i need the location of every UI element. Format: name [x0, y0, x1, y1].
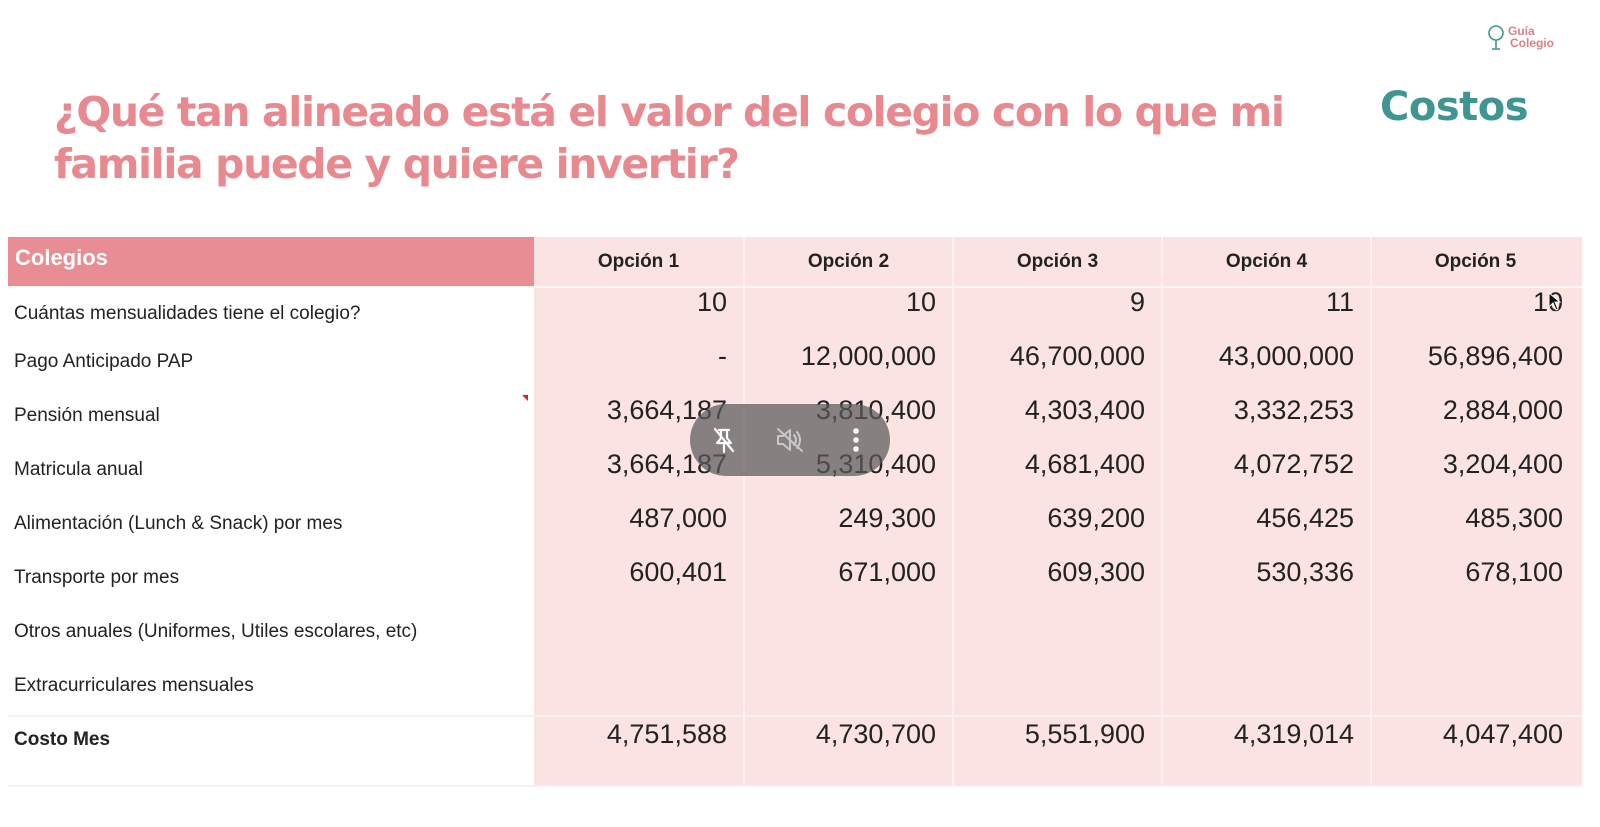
cell-value: 43,000,000 [1218, 341, 1354, 371]
option-column: Opción 5 10 56,896,400 2,884,000 3,204,4… [1370, 237, 1579, 787]
more-vertical-icon[interactable] [838, 422, 874, 458]
label-column: Colegios Cuántas mensualidades tiene el … [8, 237, 534, 787]
total-divider [8, 715, 1582, 717]
cell-value: - [718, 341, 727, 371]
total-label: Costo Mes [14, 729, 111, 750]
option-header: Opción 5 [1434, 251, 1517, 272]
row-label: Transporte por mes [14, 567, 180, 588]
total-value: 5,551,900 [1024, 719, 1145, 749]
row-label: Matricula anual [14, 459, 143, 480]
more-vertical-icon-glyph [853, 428, 859, 452]
option-column: Opción 4 11 43,000,000 3,332,253 4,072,7… [1161, 237, 1370, 787]
cell-value: 609,300 [1047, 557, 1145, 587]
cell-value: 456,425 [1256, 503, 1354, 533]
cell-value: 12,000,000 [800, 341, 936, 371]
logo-line-2: Colegio [1510, 36, 1554, 50]
cell-value: 3,332,253 [1233, 395, 1354, 425]
cell-value: 678,100 [1465, 557, 1563, 587]
pin-off-icon-glyph [713, 427, 735, 454]
logo-text: Guía Colegio [1508, 25, 1554, 49]
cell-value: 249,300 [838, 503, 936, 533]
page-title: ¿Qué tan alineado está el valor del cole… [54, 88, 1285, 188]
row-label: Extracurriculares mensuales [14, 675, 254, 696]
option-header: Opción 1 [597, 251, 680, 272]
cell-value: 4,072,752 [1233, 449, 1354, 479]
cell-value: 9 [1129, 287, 1145, 317]
row-label: Pensión mensual [14, 405, 160, 426]
cell-value: 10 [905, 287, 936, 317]
option-header: Opción 4 [1225, 251, 1308, 272]
option-column: Opción 1 10 - 3,664,187 3,664,187 487,00… [534, 237, 743, 787]
cell-value: 46,700,000 [1009, 341, 1145, 371]
row-label: Otros anuales (Uniformes, Utiles escolar… [14, 621, 418, 642]
colegios-header: Colegios [8, 237, 534, 286]
mute-icon[interactable] [772, 422, 808, 458]
comment-indicator[interactable] [522, 395, 528, 401]
mouse-cursor-icon [1548, 292, 1562, 311]
row-label: Alimentación (Lunch & Snack) por mes [14, 513, 343, 534]
option-column: Opción 2 10 12,000,000 3,810,400 5,310,4… [743, 237, 952, 787]
video-controls-overlay [690, 404, 890, 476]
section-label: Costos [1380, 84, 1529, 130]
cell-value: 530,336 [1256, 557, 1354, 587]
cell-value: 639,200 [1047, 503, 1145, 533]
cell-value: 3,204,400 [1442, 449, 1563, 479]
mute-icon-glyph [777, 428, 803, 452]
cell-value: 56,896,400 [1427, 341, 1563, 371]
cell-value: 4,681,400 [1024, 449, 1145, 479]
pin-off-icon[interactable] [706, 422, 742, 458]
lightbulb-icon [1488, 25, 1504, 50]
total-value: 4,319,014 [1233, 719, 1354, 749]
logo-line-1: Guía [1508, 24, 1535, 38]
row-label: Pago Anticipado PAP [14, 351, 194, 372]
table-bottom-border [8, 785, 1582, 787]
cell-value: 485,300 [1465, 503, 1563, 533]
cell-value: 10 [696, 287, 727, 317]
total-value: 4,751,588 [606, 719, 727, 749]
options-area: Opción 1 10 - 3,664,187 3,664,187 487,00… [534, 237, 1582, 787]
cell-value: 4,303,400 [1024, 395, 1145, 425]
cell-value: 11 [1325, 287, 1354, 317]
row-label: Cuántas mensualidades tiene el colegio? [14, 303, 361, 324]
cell-value: 671,000 [838, 557, 936, 587]
header-divider [8, 286, 1582, 288]
cell-value: 2,884,000 [1442, 395, 1563, 425]
option-column: Opción 3 9 46,700,000 4,303,400 4,681,40… [952, 237, 1161, 787]
option-header: Opción 2 [807, 251, 890, 272]
total-value: 4,047,400 [1442, 719, 1563, 749]
cell-value: 487,000 [629, 503, 727, 533]
guia-colegio-logo: Guía Colegio [1488, 22, 1568, 56]
total-value: 4,730,700 [815, 719, 936, 749]
option-header: Opción 3 [1016, 251, 1099, 272]
cost-table: Opción 1 10 - 3,664,187 3,664,187 487,00… [8, 237, 1582, 787]
cell-value: 600,401 [629, 557, 727, 587]
